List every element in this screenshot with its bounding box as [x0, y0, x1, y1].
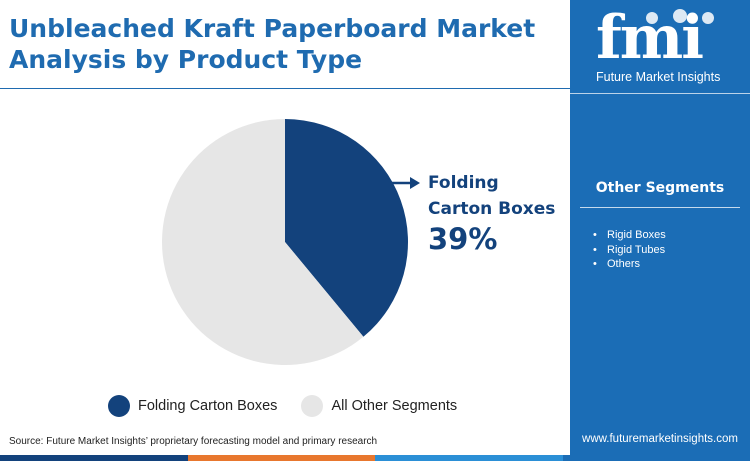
sidebar-divider	[570, 93, 750, 94]
logo-name: Future Market Insights	[596, 70, 721, 84]
legend-item-other-segments: All Other Segments	[301, 395, 457, 417]
legend-swatch-other-segments	[301, 395, 324, 417]
pie-chart	[162, 119, 408, 365]
legend-label-folding-carton: Folding Carton Boxes	[138, 398, 278, 414]
chart-legend: Folding Carton Boxes All Other Segments	[108, 395, 481, 417]
other-segments-list: Rigid Boxes Rigid Tubes Others	[593, 228, 666, 272]
callout-value: 39%	[428, 222, 498, 256]
segment-item: Rigid Boxes	[593, 228, 666, 243]
source-note: Source: Future Market Insights’ propriet…	[9, 436, 378, 447]
bottom-color-bar	[0, 455, 750, 461]
pie-slice-folding-carton-boxes	[285, 119, 408, 337]
legend-swatch-folding-carton	[108, 395, 130, 417]
other-segments-divider	[580, 207, 740, 208]
pie-slice-all-other-segments	[162, 119, 364, 365]
callout-label: Folding Carton Boxes	[428, 173, 556, 219]
legend-label-other-segments: All Other Segments	[331, 398, 458, 414]
legend-item-folding-carton: Folding Carton Boxes	[108, 395, 277, 417]
title-divider	[0, 88, 570, 89]
segment-item: Rigid Tubes	[593, 243, 666, 258]
other-segments-heading: Other Segments	[595, 180, 725, 196]
callout-arrow-icon	[392, 177, 420, 189]
chart-title: Unbleached Kraft Paperboard Market Analy…	[9, 14, 536, 74]
sidebar: fmi Future Market Insights Other Segment…	[570, 0, 750, 461]
fmi-logo: fmi	[596, 6, 714, 73]
website-url: www.futuremarketinsights.com	[582, 433, 738, 445]
segment-item: Others	[593, 257, 666, 272]
